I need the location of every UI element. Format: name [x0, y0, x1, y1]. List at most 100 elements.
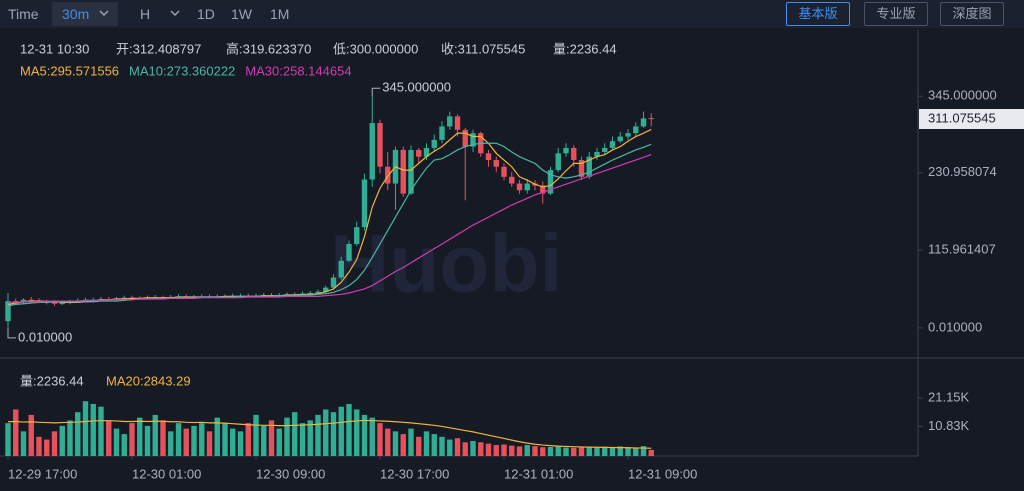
volume-bar	[168, 431, 174, 456]
toolbar: Time 30m H 1D 1W 1M 基本版 专业版 深度图	[0, 0, 1024, 28]
hour-select[interactable]: H	[140, 6, 151, 22]
info-low: 低:300.000000	[333, 41, 418, 56]
volume-bar	[439, 436, 445, 456]
ma-line	[7, 142, 652, 307]
candle-body	[416, 149, 422, 157]
volume-bar	[121, 434, 127, 456]
volume-bar	[578, 447, 585, 456]
volume-bar	[292, 412, 298, 456]
volume-bar	[175, 423, 182, 456]
volume-bar	[160, 420, 166, 456]
volume-bar	[377, 423, 383, 456]
candle-body	[28, 299, 34, 301]
day-button[interactable]: 1D	[197, 6, 215, 22]
volume-bar	[385, 428, 391, 456]
candle-body	[354, 227, 360, 244]
candle-body	[648, 118, 654, 120]
month-button[interactable]: 1M	[270, 6, 290, 22]
volume-bar	[299, 423, 306, 456]
candle-body	[586, 156, 592, 177]
legend-entry: MA5:295.571556	[20, 63, 119, 78]
volume-bar	[222, 423, 228, 456]
candle-body	[377, 123, 383, 167]
volume-bar	[462, 442, 468, 456]
candle-body	[323, 287, 329, 292]
y-tick-label: 0.010000	[928, 319, 982, 334]
candle-body	[524, 183, 530, 191]
volume-bar	[206, 431, 213, 456]
volume-bar	[509, 445, 515, 456]
last-price-tag	[919, 109, 1024, 130]
volume-bar	[183, 428, 189, 456]
volume-bar	[214, 417, 220, 456]
volume-bar	[361, 414, 368, 456]
volume-bar	[408, 428, 414, 456]
volume-bar	[594, 447, 600, 456]
volume-bar	[191, 425, 197, 456]
volume-bar	[51, 431, 58, 456]
info-volume: 量:2236.44	[553, 41, 617, 56]
interval-select[interactable]: 30m	[52, 2, 118, 26]
candle-body	[594, 151, 600, 157]
info-open: 开:312.408797	[116, 41, 201, 56]
volume-bar	[67, 420, 73, 456]
candle-body	[485, 153, 492, 161]
candle-body	[540, 185, 546, 194]
y-tick-label: 10.83K	[928, 418, 970, 433]
x-tick-label: 12-29 17:00	[8, 466, 77, 481]
candle-body	[602, 147, 608, 152]
candle-body	[330, 277, 337, 288]
candle-body	[121, 297, 127, 299]
volume-bar	[90, 403, 96, 456]
volume-bar	[253, 414, 259, 456]
candle-body	[361, 179, 368, 228]
volume-bar	[454, 438, 461, 456]
volume-bar	[524, 445, 530, 456]
depth-chart[interactable]: 深度图	[940, 2, 1004, 26]
annotation-pointer	[371, 87, 381, 97]
volume-bar	[540, 447, 546, 456]
volume-bar	[330, 412, 337, 456]
pro-version[interactable]: 专业版	[864, 2, 928, 26]
basic-version[interactable]: 基本版	[786, 2, 850, 26]
x-tick-label: 12-30 01:00	[132, 466, 201, 481]
candle-body	[423, 147, 430, 157]
volume-bar	[315, 414, 321, 456]
volume-bar	[400, 434, 406, 456]
candle-body	[609, 141, 616, 148]
info-time: 12-31 10:30	[20, 41, 89, 56]
candle-body	[385, 166, 391, 184]
volume-bar	[625, 446, 631, 456]
legend-entry: MA30:258.144654	[245, 63, 351, 78]
volume-bar	[307, 420, 313, 456]
volume-bar	[129, 423, 135, 456]
y-tick-label: 21.15K	[928, 390, 970, 405]
annotation-label: 0.010000	[18, 329, 72, 344]
candle-body	[625, 133, 631, 137]
volume-bar	[547, 446, 554, 456]
volume-bar	[423, 431, 430, 456]
annotation-label: 345.000000	[382, 80, 451, 95]
week-button[interactable]: 1W	[231, 6, 252, 22]
chevron	[170, 10, 180, 17]
volume-bar	[75, 412, 81, 456]
volume-bar	[563, 447, 569, 456]
candle-body	[633, 126, 639, 134]
volume-bar	[36, 436, 42, 456]
candle-body	[571, 147, 577, 161]
volume-bar	[346, 403, 352, 456]
volume-bar	[5, 423, 11, 456]
candle-body	[555, 153, 561, 171]
volume-bar	[199, 423, 205, 456]
x-tick-label: 12-31 01:00	[504, 466, 573, 481]
time-button[interactable]: Time	[8, 6, 39, 22]
x-tick-label: 12-30 09:00	[256, 466, 325, 481]
candle-body	[400, 149, 406, 194]
volume-bar	[59, 425, 65, 456]
watermark: Huobi	[330, 219, 562, 310]
volume-bar	[586, 446, 592, 456]
volume-bar	[230, 428, 236, 456]
y-tick-label: 115.961407	[928, 241, 996, 256]
candle-body	[640, 118, 647, 127]
